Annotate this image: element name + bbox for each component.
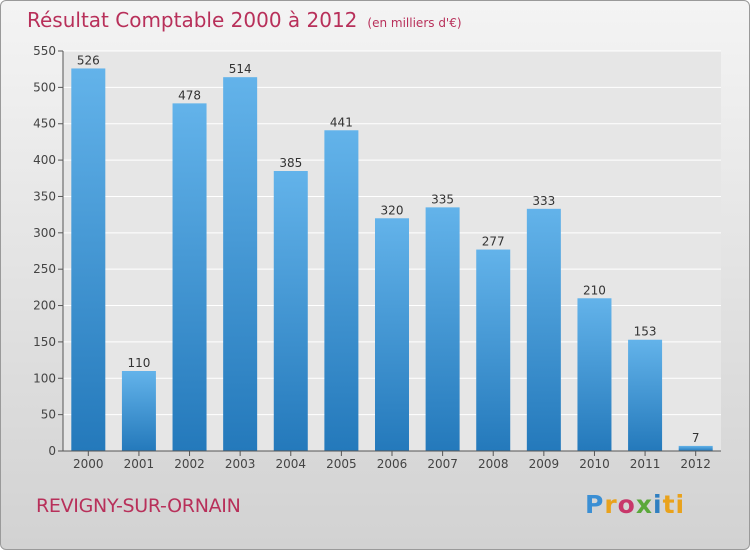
x-tick-label: 2002 (174, 457, 205, 471)
bar-2005 (324, 130, 359, 452)
x-tick-label: 2007 (427, 457, 458, 471)
bar-value-label: 385 (279, 156, 302, 170)
y-tick-label: 500 (33, 80, 56, 94)
bar-value-label: 153 (634, 325, 657, 339)
chart-title-text: Résultat Comptable 2000 à 2012 (27, 8, 358, 32)
bar-2000 (71, 68, 106, 452)
bar-2001 (121, 371, 156, 451)
bar-value-label: 277 (482, 235, 505, 249)
bar-value-label: 514 (229, 62, 252, 76)
bar-2007 (425, 207, 460, 451)
bar-value-label: 210 (583, 283, 606, 297)
proxiti-logo[interactable]: Proxiti (585, 490, 686, 519)
x-tick-label: 2008 (478, 457, 509, 471)
bar-value-label: 335 (431, 192, 454, 206)
y-tick-label: 250 (33, 262, 56, 276)
bar-chart: 526 110 478 514 385 441 320 335 277 333 210 153 7 0 5… (33, 44, 721, 471)
bar-2010 (577, 298, 612, 451)
y-tick-label: 50 (41, 408, 56, 422)
y-tick-label: 300 (33, 226, 56, 240)
y-tick-label: 150 (33, 335, 56, 349)
bar-value-label: 333 (532, 194, 555, 208)
chart-subtitle: (en milliers d'€) (367, 16, 462, 30)
x-tick-label: 2003 (225, 457, 256, 471)
bar-2011 (628, 339, 663, 451)
bar-2009 (526, 208, 561, 451)
bar-2008 (476, 249, 511, 451)
y-tick-label: 0 (48, 444, 56, 458)
y-tick-label: 550 (33, 44, 56, 58)
y-axis: 0 50 100 150 200 250 300 350 400 450 500 550 (33, 44, 64, 458)
bar-value-label: 526 (77, 53, 100, 67)
y-tick-label: 350 (33, 189, 56, 203)
bars: 526 110 478 514 385 441 320 335 277 333 210 153 7 (71, 53, 713, 452)
y-tick-label: 400 (33, 153, 56, 167)
x-tick-label: 2005 (326, 457, 357, 471)
chart-title: Résultat Comptable 2000 à 2012 (en millie… (27, 8, 462, 32)
y-tick-label: 450 (33, 117, 56, 131)
bar-value-label: 110 (127, 356, 150, 370)
x-tick-label: 2000 (73, 457, 104, 471)
bar-value-label: 478 (178, 88, 201, 102)
x-tick-label: 2010 (579, 457, 610, 471)
x-tick-label: 2011 (630, 457, 661, 471)
x-tick-label: 2001 (124, 457, 155, 471)
bar-value-label: 441 (330, 115, 353, 129)
bar-2004 (273, 171, 308, 451)
bar-2003 (223, 77, 258, 451)
bar-2012 (678, 445, 713, 451)
bar-value-label: 7 (692, 431, 700, 445)
x-tick-label: 2012 (680, 457, 711, 471)
x-tick-label: 2006 (377, 457, 408, 471)
y-tick-label: 200 (33, 299, 56, 313)
y-tick-label: 100 (33, 371, 56, 385)
x-tick-label: 2004 (275, 457, 306, 471)
bar-value-label: 320 (381, 203, 404, 217)
bar-2006 (375, 218, 409, 451)
x-axis: 2000 2001 2002 2003 2004 2005 2006 2007 2008 2009… (63, 450, 721, 471)
bar-2002 (172, 103, 207, 451)
x-tick-label: 2009 (529, 457, 560, 471)
town-name: REVIGNY-SUR-ORNAIN (36, 495, 241, 517)
